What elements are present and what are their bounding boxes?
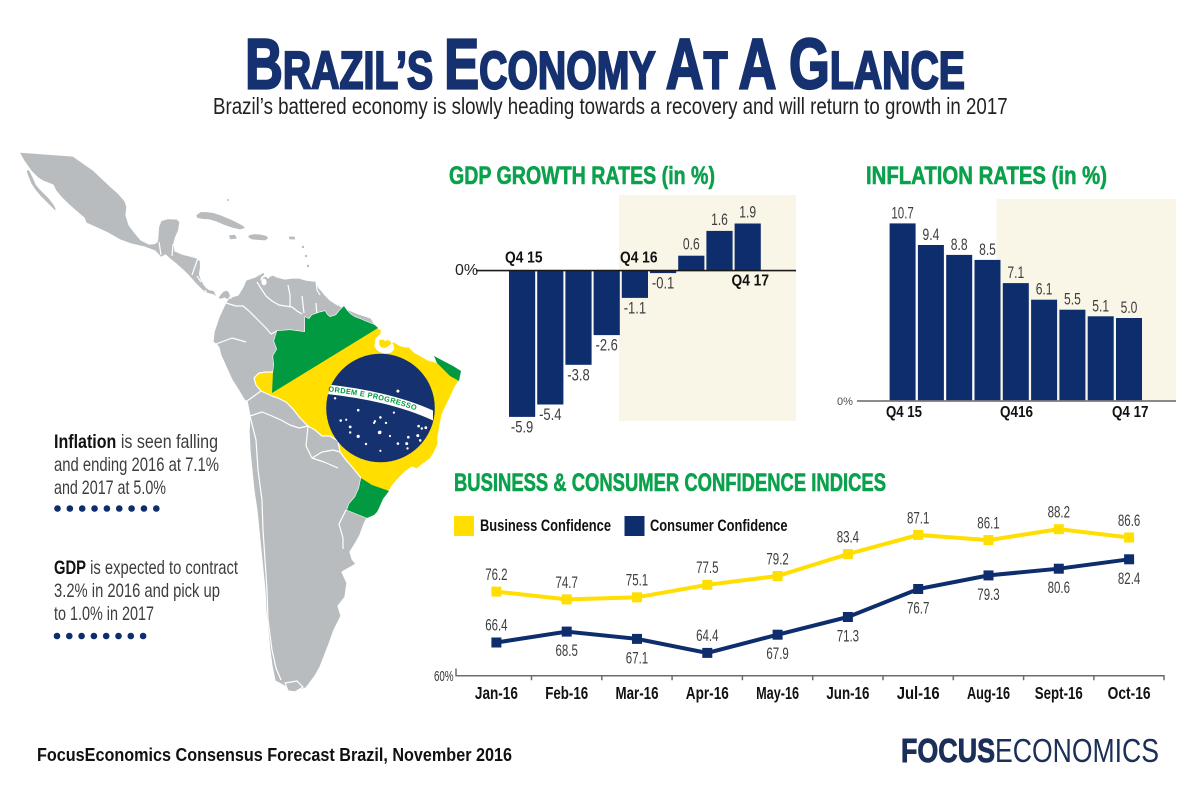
svg-text:67.1: 67.1	[626, 649, 648, 667]
svg-text:1.9: 1.9	[739, 204, 756, 222]
svg-text:0%: 0%	[837, 396, 853, 408]
svg-text:Sept-16: Sept-16	[1035, 683, 1083, 703]
svg-text:77.5: 77.5	[696, 559, 718, 577]
svg-text:BUSINESS & CONSUMER CONFIDENCE: BUSINESS & CONSUMER CONFIDENCE INDICES	[454, 469, 886, 497]
svg-text:0.6: 0.6	[683, 236, 700, 254]
svg-text:75.1: 75.1	[626, 572, 648, 590]
svg-text:Oct-16: Oct-16	[1108, 683, 1151, 703]
svg-text:Mar-16: Mar-16	[616, 683, 659, 703]
svg-text:68.5: 68.5	[556, 642, 578, 660]
svg-text:83.4: 83.4	[837, 529, 859, 547]
svg-text:Aug-16: Aug-16	[967, 683, 1010, 703]
svg-text:Q4 16: Q4 16	[620, 250, 658, 267]
svg-text:67.9: 67.9	[766, 645, 788, 663]
svg-text:-1.1: -1.1	[624, 299, 646, 317]
svg-text:FOCUSECONOMICS: FOCUSECONOMICS	[901, 732, 1159, 769]
svg-text:Apr-16: Apr-16	[686, 683, 729, 703]
svg-text:and 2017 at 5.0%: and 2017 at 5.0%	[54, 477, 166, 499]
svg-text:to 1.0% in 2017: to 1.0% in 2017	[54, 603, 154, 625]
svg-text:5.1: 5.1	[1092, 297, 1109, 315]
svg-text:-5.9: -5.9	[511, 418, 533, 436]
svg-text:INFLATION RATES (in %): INFLATION RATES (in %)	[866, 162, 1107, 190]
svg-text:82.4: 82.4	[1118, 570, 1140, 588]
svg-text:88.2: 88.2	[1048, 504, 1070, 522]
svg-text:BRAZIL’S ECONOMY AT A GLANCE: BRAZIL’S ECONOMY AT A GLANCE	[245, 25, 965, 105]
svg-text:0%: 0%	[455, 262, 478, 279]
svg-text:86.1: 86.1	[977, 515, 999, 533]
svg-text:-3.8: -3.8	[567, 366, 589, 384]
svg-text:and ending 2016 at 7.1%: and ending 2016 at 7.1%	[54, 454, 219, 476]
svg-text:3.2% in 2016 and pick up: 3.2% in 2016 and pick up	[54, 580, 220, 602]
svg-text:-5.4: -5.4	[539, 406, 561, 424]
svg-text:Consumer Confidence: Consumer Confidence	[650, 516, 788, 535]
svg-text:10.7: 10.7	[891, 204, 913, 222]
svg-text:FocusEconomics Consensus Forec: FocusEconomics Consensus Forecast Brazil…	[37, 744, 512, 765]
svg-text:Q4 15: Q4 15	[886, 404, 922, 421]
svg-text:71.3: 71.3	[837, 628, 859, 646]
svg-text:79.2: 79.2	[766, 550, 788, 568]
svg-text:8.5: 8.5	[979, 241, 996, 259]
svg-text:Inflation is seen falling: Inflation is seen falling	[54, 431, 218, 453]
svg-text:Jul-16: Jul-16	[897, 683, 940, 703]
svg-text:8.8: 8.8	[951, 236, 968, 254]
svg-text:Business Confidence: Business Confidence	[480, 516, 611, 535]
svg-text:86.6: 86.6	[1118, 512, 1140, 530]
svg-text:-2.6: -2.6	[596, 337, 618, 355]
svg-text:66.4: 66.4	[485, 617, 507, 635]
svg-text:Jan-16: Jan-16	[475, 683, 518, 703]
svg-text:64.4: 64.4	[696, 627, 718, 645]
svg-text:87.1: 87.1	[907, 509, 929, 527]
svg-text:6.1: 6.1	[1036, 281, 1053, 299]
svg-text:80.6: 80.6	[1048, 579, 1070, 597]
svg-text:Brazil’s battered economy is s: Brazil’s battered economy is slowly head…	[213, 94, 1008, 119]
svg-text:GDP is expected to contract: GDP is expected to contract	[54, 557, 238, 579]
svg-text:Q4 15: Q4 15	[505, 250, 543, 267]
svg-text:Feb-16: Feb-16	[545, 683, 588, 703]
svg-text:Q4 17: Q4 17	[1112, 404, 1149, 421]
svg-text:5.0: 5.0	[1121, 299, 1138, 317]
svg-text:-0.1: -0.1	[652, 275, 674, 293]
svg-text:79.3: 79.3	[977, 586, 999, 604]
svg-text:Q4 17: Q4 17	[732, 273, 770, 290]
svg-text:76.7: 76.7	[907, 600, 929, 618]
svg-text:76.2: 76.2	[485, 566, 507, 584]
svg-text:Q416: Q416	[1000, 404, 1033, 421]
svg-text:Jun-16: Jun-16	[826, 683, 869, 703]
svg-text:May-16: May-16	[756, 683, 799, 703]
svg-text:60%: 60%	[434, 668, 454, 685]
svg-text:9.4: 9.4	[923, 226, 940, 244]
svg-text:GDP GROWTH RATES (in %): GDP GROWTH RATES (in %)	[449, 162, 715, 190]
svg-text:74.7: 74.7	[556, 574, 578, 592]
svg-text:1.6: 1.6	[711, 211, 728, 229]
svg-text:7.1: 7.1	[1007, 264, 1024, 282]
svg-text:5.5: 5.5	[1064, 291, 1081, 309]
